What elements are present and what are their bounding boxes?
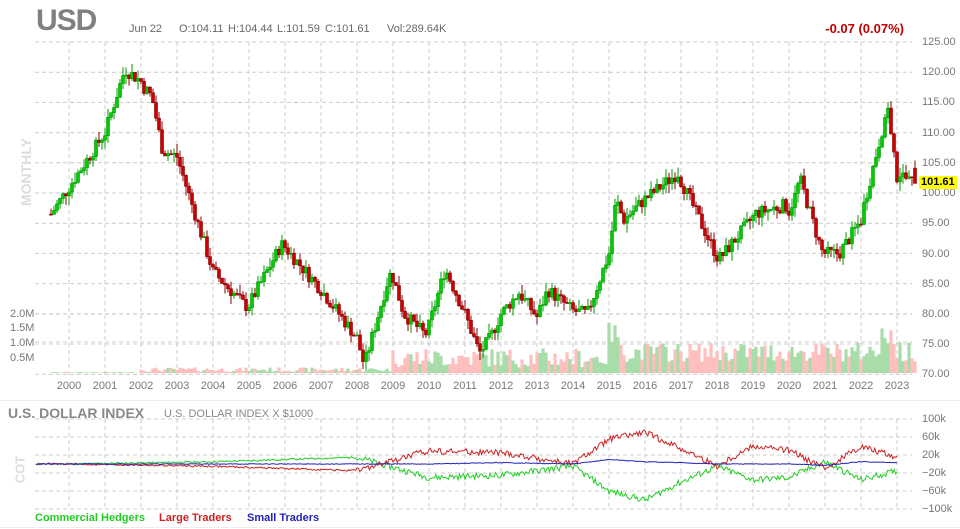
year-tick: 2016 bbox=[632, 380, 658, 392]
year-tick: 2022 bbox=[848, 380, 874, 392]
cot-tick: 20k bbox=[922, 449, 940, 461]
cot-tick: 100k bbox=[922, 413, 946, 425]
candlesticks bbox=[49, 64, 917, 371]
cot-tick: −20k bbox=[922, 467, 947, 479]
bar-date: Jun 22 bbox=[129, 23, 163, 35]
year-tick: 2020 bbox=[776, 380, 802, 392]
year-tick: 2021 bbox=[812, 380, 838, 392]
cot-tick: −60k bbox=[922, 485, 947, 497]
volume-tick: 1.0M bbox=[10, 337, 35, 349]
price-tick: 125.00 bbox=[922, 36, 956, 48]
year-tick: 2012 bbox=[488, 380, 514, 392]
bar-volume: Vol:289.64K bbox=[387, 23, 447, 35]
year-tick: 2011 bbox=[453, 380, 477, 392]
year-tick: 2002 bbox=[128, 380, 154, 392]
volume-tick: 0.5M bbox=[10, 352, 35, 364]
price-tick: 115.00 bbox=[922, 96, 955, 108]
bar-open: O:104.11 bbox=[179, 23, 224, 35]
price-tick: 90.00 bbox=[922, 248, 950, 260]
year-tick: 2013 bbox=[524, 380, 550, 392]
year-tick: 2008 bbox=[344, 380, 370, 392]
bottom-divider bbox=[0, 527, 960, 528]
cot-tick: −100k bbox=[922, 503, 953, 515]
year-tick: 2003 bbox=[164, 380, 190, 392]
last-price-marker: 101.61 bbox=[919, 176, 957, 189]
price-tick: 100.00 bbox=[922, 187, 956, 199]
cot-lines bbox=[35, 429, 898, 502]
year-tick: 2001 bbox=[92, 380, 118, 392]
year-tick: 2023 bbox=[884, 380, 910, 392]
symbol-title: USD bbox=[36, 4, 97, 37]
bar-high: H:104.44 bbox=[228, 23, 273, 35]
volume-bars bbox=[49, 322, 917, 373]
year-tick: 2017 bbox=[668, 380, 694, 392]
price-tick: 85.00 bbox=[922, 278, 950, 290]
year-tick: 2015 bbox=[596, 380, 622, 392]
price-tick: 105.00 bbox=[922, 157, 956, 169]
price-tick: 75.00 bbox=[922, 338, 950, 350]
legend-small-traders: Small Traders bbox=[247, 512, 320, 524]
grid-lines bbox=[35, 41, 912, 378]
year-tick: 2014 bbox=[560, 380, 586, 392]
price-change: -0.07 (0.07%) bbox=[825, 21, 904, 36]
year-tick: 2006 bbox=[272, 380, 298, 392]
year-tick: 2007 bbox=[308, 380, 334, 392]
legend-commercial-hedgers: Commercial Hedgers bbox=[35, 512, 146, 524]
price-tick: 120.00 bbox=[922, 66, 956, 78]
price-tick: 110.00 bbox=[922, 127, 955, 139]
price-tick: 80.00 bbox=[922, 308, 950, 320]
price-tick: 70.00 bbox=[922, 368, 950, 380]
timeframe-label: MONTHLY bbox=[18, 138, 34, 206]
year-tick: 2019 bbox=[740, 380, 766, 392]
cot-panel-title: U.S. DOLLAR INDEX bbox=[8, 405, 145, 421]
bar-low: L:101.59 bbox=[277, 23, 320, 35]
volume-tick: 1.5M bbox=[10, 322, 35, 334]
price-tick: 95.00 bbox=[922, 217, 950, 229]
bar-close: C:101.61 bbox=[325, 23, 370, 35]
year-tick: 2005 bbox=[236, 380, 262, 392]
cot-grid-lines bbox=[35, 418, 912, 510]
cot-tick: 60k bbox=[922, 431, 940, 443]
legend-large-traders: Large Traders bbox=[159, 512, 232, 524]
volume-tick: 2.0M bbox=[10, 308, 35, 320]
year-tick: 2000 bbox=[56, 380, 82, 392]
year-tick: 2018 bbox=[704, 380, 730, 392]
year-tick: 2004 bbox=[200, 380, 226, 392]
cot-side-label: COT bbox=[12, 455, 28, 484]
year-tick: 2009 bbox=[380, 380, 406, 392]
cot-panel-subtitle: U.S. DOLLAR INDEX X $1000 bbox=[164, 408, 314, 420]
year-tick: 2010 bbox=[416, 380, 442, 392]
panel-divider bbox=[0, 400, 960, 401]
